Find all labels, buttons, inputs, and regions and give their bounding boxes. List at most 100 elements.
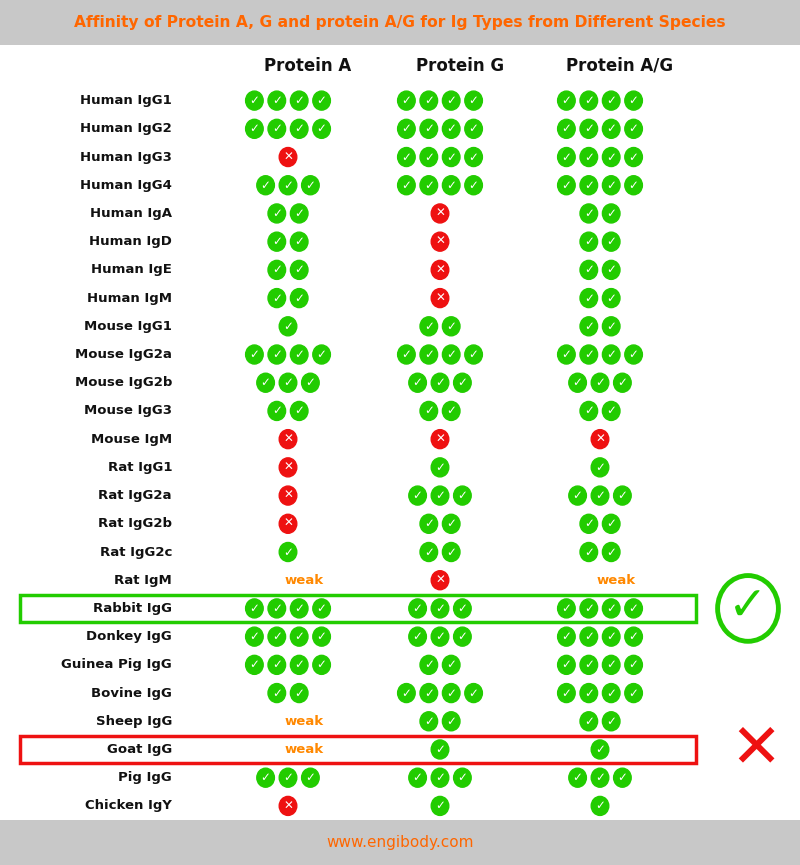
Text: ✓: ✓ <box>435 743 445 756</box>
Text: Human IgG1: Human IgG1 <box>80 94 172 107</box>
Text: ✓: ✓ <box>618 772 627 785</box>
Circle shape <box>614 486 631 505</box>
Circle shape <box>409 627 426 646</box>
Circle shape <box>442 91 460 110</box>
Text: ✓: ✓ <box>261 376 270 389</box>
Circle shape <box>602 683 620 702</box>
Text: ✓: ✓ <box>469 179 478 192</box>
Text: ✓: ✓ <box>629 348 638 361</box>
Text: ✓: ✓ <box>317 602 326 615</box>
Text: ✓: ✓ <box>435 376 445 389</box>
Text: ✕: ✕ <box>283 432 293 445</box>
Text: ✓: ✓ <box>573 489 582 502</box>
Circle shape <box>268 204 286 223</box>
Text: ✓: ✓ <box>402 151 411 163</box>
Circle shape <box>602 289 620 308</box>
Circle shape <box>602 91 620 110</box>
Text: ✓: ✓ <box>306 179 315 192</box>
Text: ✓: ✓ <box>606 658 616 671</box>
Circle shape <box>431 740 449 759</box>
Circle shape <box>465 683 482 702</box>
Circle shape <box>558 119 575 138</box>
Circle shape <box>420 656 438 675</box>
Circle shape <box>569 373 586 392</box>
Text: ✓: ✓ <box>446 658 456 671</box>
Text: ✓: ✓ <box>584 151 594 163</box>
Circle shape <box>558 148 575 167</box>
Circle shape <box>268 260 286 279</box>
Text: ✓: ✓ <box>458 376 467 389</box>
Text: ✓: ✓ <box>272 602 282 615</box>
Text: ✓: ✓ <box>294 687 304 700</box>
Circle shape <box>398 176 415 195</box>
Circle shape <box>602 345 620 364</box>
Text: Human IgA: Human IgA <box>90 207 172 220</box>
Circle shape <box>290 289 308 308</box>
Circle shape <box>591 458 609 477</box>
Circle shape <box>257 176 274 195</box>
Circle shape <box>580 515 598 534</box>
Text: ✓: ✓ <box>283 772 293 785</box>
Text: Human IgD: Human IgD <box>89 235 172 248</box>
Text: ✓: ✓ <box>629 687 638 700</box>
Text: ✓: ✓ <box>606 405 616 418</box>
Circle shape <box>290 204 308 223</box>
Text: ✓: ✓ <box>261 179 270 192</box>
Text: ✓: ✓ <box>595 461 605 474</box>
Circle shape <box>580 204 598 223</box>
Text: ✓: ✓ <box>250 94 259 107</box>
Circle shape <box>246 345 263 364</box>
Text: ✓: ✓ <box>272 658 282 671</box>
Text: ✓: ✓ <box>402 687 411 700</box>
Text: ✓: ✓ <box>584 292 594 304</box>
Circle shape <box>558 176 575 195</box>
Text: ✓: ✓ <box>424 517 434 530</box>
Circle shape <box>580 317 598 336</box>
Text: ✓: ✓ <box>424 714 434 727</box>
Text: ✓: ✓ <box>584 658 594 671</box>
Circle shape <box>409 599 426 618</box>
Text: ✓: ✓ <box>424 94 434 107</box>
Circle shape <box>246 656 263 675</box>
Circle shape <box>558 91 575 110</box>
Text: ✓: ✓ <box>606 292 616 304</box>
Circle shape <box>246 627 263 646</box>
Text: ✓: ✓ <box>272 292 282 304</box>
Text: ✓: ✓ <box>272 687 282 700</box>
Text: ✕: ✕ <box>435 292 445 304</box>
Circle shape <box>268 345 286 364</box>
Text: Protein A: Protein A <box>264 57 352 74</box>
Circle shape <box>268 232 286 251</box>
Circle shape <box>398 119 415 138</box>
Text: ✓: ✓ <box>469 151 478 163</box>
Text: ✓: ✓ <box>283 546 293 559</box>
Circle shape <box>290 260 308 279</box>
Text: ✓: ✓ <box>595 489 605 502</box>
Text: ✕: ✕ <box>435 263 445 277</box>
Text: ✕: ✕ <box>435 432 445 445</box>
Circle shape <box>290 232 308 251</box>
Circle shape <box>290 599 308 618</box>
Text: ✓: ✓ <box>606 235 616 248</box>
Text: ✓: ✓ <box>424 546 434 559</box>
Circle shape <box>268 91 286 110</box>
Text: Mouse IgG1: Mouse IgG1 <box>84 320 172 333</box>
Circle shape <box>442 656 460 675</box>
Circle shape <box>580 712 598 731</box>
Text: ✓: ✓ <box>424 658 434 671</box>
Circle shape <box>420 91 438 110</box>
Text: ✓: ✓ <box>446 94 456 107</box>
Text: ✓: ✓ <box>584 602 594 615</box>
Text: ✓: ✓ <box>606 630 616 644</box>
Circle shape <box>625 176 642 195</box>
Circle shape <box>580 176 598 195</box>
Circle shape <box>290 401 308 420</box>
Text: ✓: ✓ <box>294 122 304 135</box>
Circle shape <box>279 458 297 477</box>
Circle shape <box>420 148 438 167</box>
Text: Mouse IgG3: Mouse IgG3 <box>84 405 172 418</box>
Text: weak: weak <box>285 573 323 586</box>
Text: ✓: ✓ <box>629 151 638 163</box>
Text: Goat IgG: Goat IgG <box>106 743 172 756</box>
Circle shape <box>580 148 598 167</box>
